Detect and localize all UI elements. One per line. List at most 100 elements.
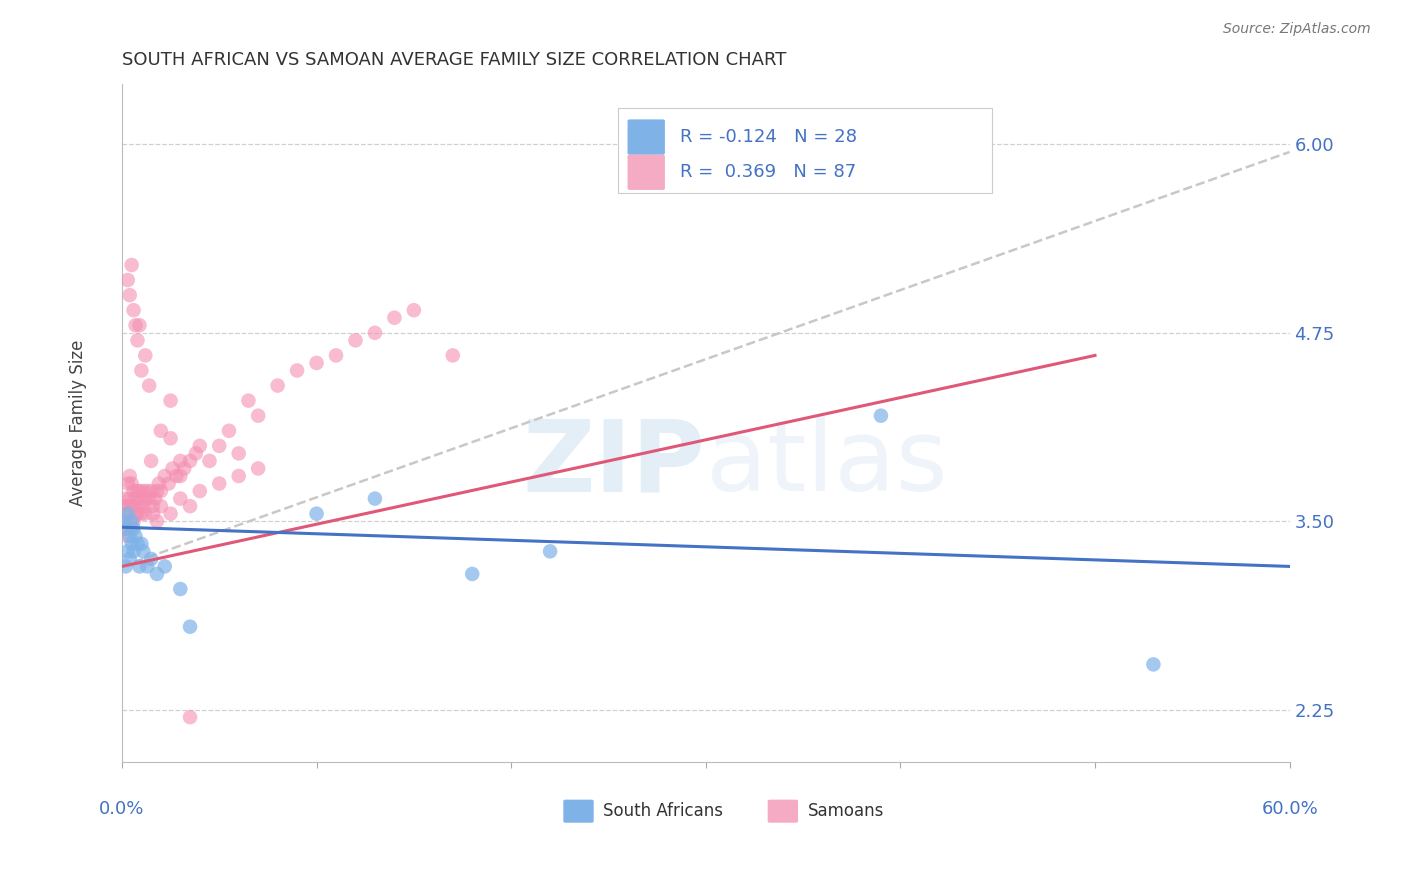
Point bbox=[127, 334, 149, 348]
Point bbox=[127, 507, 149, 521]
Point bbox=[121, 499, 143, 513]
Point bbox=[364, 326, 387, 340]
Point bbox=[121, 476, 143, 491]
Point bbox=[162, 461, 184, 475]
Point bbox=[124, 529, 146, 543]
Point bbox=[127, 537, 149, 551]
Point bbox=[325, 348, 347, 362]
Point bbox=[131, 507, 153, 521]
Point bbox=[128, 499, 150, 513]
Point bbox=[124, 507, 146, 521]
Point bbox=[114, 522, 136, 536]
Point bbox=[118, 469, 141, 483]
Point bbox=[305, 507, 328, 521]
Point bbox=[134, 491, 156, 506]
Point bbox=[188, 484, 211, 499]
Point bbox=[165, 469, 187, 483]
Point bbox=[198, 454, 221, 468]
Point bbox=[441, 348, 464, 362]
Point bbox=[124, 318, 146, 333]
Point bbox=[134, 348, 156, 362]
Point bbox=[122, 522, 145, 536]
Point bbox=[139, 552, 162, 566]
Text: R =  0.369   N = 87: R = 0.369 N = 87 bbox=[681, 163, 856, 181]
Point bbox=[208, 439, 231, 453]
Point bbox=[117, 273, 139, 287]
Text: R = -0.124   N = 28: R = -0.124 N = 28 bbox=[681, 128, 858, 146]
Point bbox=[134, 507, 156, 521]
Point bbox=[117, 499, 139, 513]
Point bbox=[118, 514, 141, 528]
FancyBboxPatch shape bbox=[619, 108, 991, 193]
Point bbox=[208, 476, 231, 491]
Point bbox=[153, 469, 176, 483]
Point bbox=[139, 484, 162, 499]
Point bbox=[247, 409, 270, 423]
Point bbox=[538, 544, 561, 558]
Point bbox=[146, 484, 169, 499]
Point bbox=[128, 484, 150, 499]
Point bbox=[136, 559, 159, 574]
Point bbox=[121, 258, 143, 272]
Point bbox=[173, 461, 195, 475]
Point bbox=[179, 620, 201, 634]
Point bbox=[148, 476, 170, 491]
Point bbox=[122, 484, 145, 499]
Point bbox=[159, 507, 181, 521]
Point bbox=[146, 566, 169, 581]
Text: 60.0%: 60.0% bbox=[1261, 799, 1317, 818]
Text: Average Family Size: Average Family Size bbox=[69, 340, 87, 507]
Point bbox=[112, 514, 135, 528]
Text: Source: ZipAtlas.com: Source: ZipAtlas.com bbox=[1223, 22, 1371, 37]
Point bbox=[142, 499, 165, 513]
Point bbox=[247, 461, 270, 475]
Point bbox=[870, 409, 893, 423]
Text: 0.0%: 0.0% bbox=[100, 799, 145, 818]
Point bbox=[139, 454, 162, 468]
Point bbox=[121, 537, 143, 551]
Point bbox=[179, 499, 201, 513]
Point bbox=[169, 491, 191, 506]
Point bbox=[122, 499, 145, 513]
Point bbox=[114, 559, 136, 574]
Point bbox=[188, 439, 211, 453]
Point bbox=[128, 318, 150, 333]
Text: Samoans: Samoans bbox=[807, 802, 884, 820]
Point bbox=[184, 446, 207, 460]
Text: ZIP: ZIP bbox=[523, 416, 706, 512]
Point bbox=[118, 288, 141, 302]
Point bbox=[159, 431, 181, 445]
Point bbox=[132, 484, 155, 499]
FancyBboxPatch shape bbox=[768, 799, 799, 822]
Text: atlas: atlas bbox=[706, 416, 948, 512]
Point bbox=[169, 454, 191, 468]
Point bbox=[169, 469, 191, 483]
Point bbox=[138, 491, 160, 506]
Point bbox=[266, 378, 288, 392]
Point bbox=[117, 507, 139, 521]
Point bbox=[153, 559, 176, 574]
Point bbox=[131, 537, 153, 551]
FancyBboxPatch shape bbox=[564, 799, 593, 822]
Point bbox=[384, 310, 406, 325]
Point bbox=[121, 522, 143, 536]
Point bbox=[127, 484, 149, 499]
Point bbox=[344, 334, 367, 348]
Point bbox=[122, 544, 145, 558]
Point bbox=[121, 514, 143, 528]
Point bbox=[117, 544, 139, 558]
Point bbox=[402, 303, 425, 318]
FancyBboxPatch shape bbox=[627, 120, 665, 154]
Point bbox=[136, 484, 159, 499]
Point bbox=[305, 356, 328, 370]
Point bbox=[143, 491, 166, 506]
Point bbox=[142, 507, 165, 521]
Point bbox=[117, 529, 139, 543]
Text: SOUTH AFRICAN VS SAMOAN AVERAGE FAMILY SIZE CORRELATION CHART: SOUTH AFRICAN VS SAMOAN AVERAGE FAMILY S… bbox=[122, 51, 786, 69]
FancyBboxPatch shape bbox=[627, 154, 665, 190]
Point bbox=[146, 514, 169, 528]
Point bbox=[157, 476, 180, 491]
Point bbox=[128, 559, 150, 574]
Point bbox=[179, 454, 201, 468]
Point bbox=[285, 363, 308, 377]
